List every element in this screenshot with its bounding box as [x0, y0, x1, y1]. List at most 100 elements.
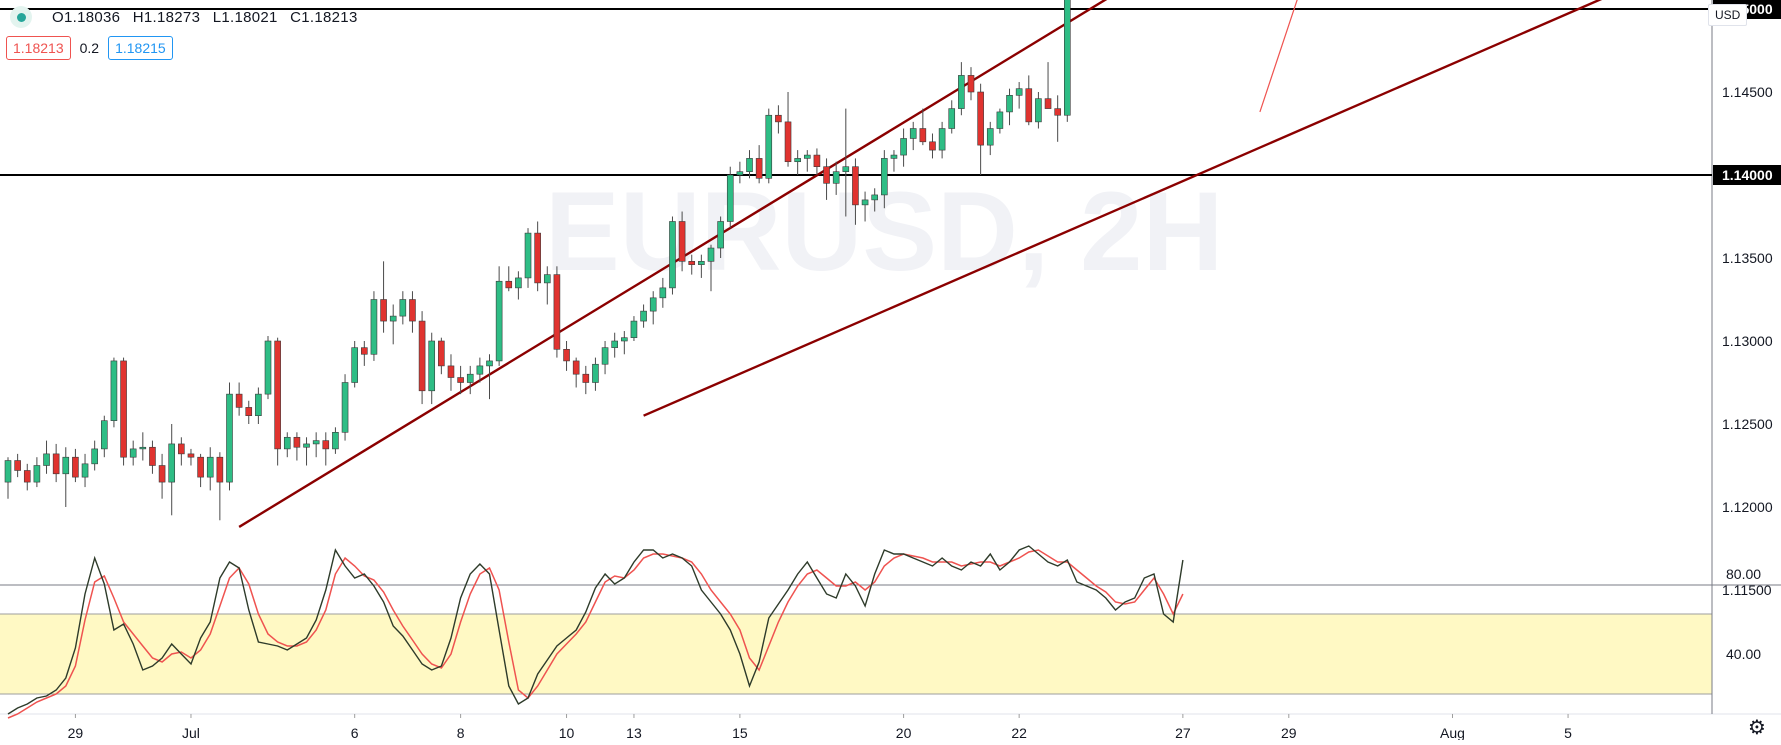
candle[interactable] [948, 100, 956, 134]
candle[interactable] [881, 150, 888, 209]
candle[interactable] [274, 337, 281, 466]
candle[interactable] [553, 266, 561, 358]
candle[interactable] [120, 357, 127, 466]
candle[interactable] [534, 221, 541, 292]
candle[interactable] [495, 266, 503, 366]
stochastic-lines[interactable] [7, 545, 1184, 719]
candle[interactable] [746, 150, 753, 179]
candle[interactable] [505, 266, 513, 292]
candle[interactable] [110, 357, 118, 428]
candle[interactable] [967, 67, 975, 101]
candle[interactable] [226, 382, 233, 491]
candle[interactable] [428, 332, 436, 405]
candle[interactable] [178, 437, 185, 466]
trendline[interactable] [238, 0, 1712, 528]
candle[interactable] [23, 463, 31, 491]
candle[interactable] [515, 271, 522, 300]
candle[interactable] [1006, 88, 1013, 126]
candle[interactable] [611, 332, 618, 358]
candle[interactable] [726, 166, 734, 229]
candle[interactable] [659, 277, 667, 308]
candle[interactable] [823, 158, 830, 200]
candlestick-series[interactable] [4, 0, 1494, 521]
candle[interactable] [563, 341, 570, 371]
candle[interactable] [149, 440, 156, 474]
candle[interactable] [958, 62, 965, 116]
candle[interactable] [380, 261, 387, 333]
candle[interactable] [717, 216, 724, 259]
candle[interactable] [861, 191, 869, 222]
candle[interactable] [303, 437, 310, 466]
candle[interactable] [832, 161, 840, 195]
candle[interactable] [803, 150, 811, 172]
candle[interactable] [4, 457, 12, 499]
candle[interactable] [264, 336, 272, 400]
candle[interactable] [351, 341, 358, 388]
candle[interactable] [158, 453, 166, 499]
candle[interactable] [794, 150, 801, 175]
buy-button[interactable]: 1.18215 [108, 36, 173, 60]
candle[interactable] [852, 158, 859, 225]
market-status-icon[interactable] [10, 6, 32, 28]
candle[interactable] [524, 228, 532, 288]
candle[interactable] [139, 432, 147, 461]
candle[interactable] [187, 448, 195, 466]
candle[interactable] [370, 291, 378, 361]
stochastic-d-line[interactable] [7, 549, 1184, 719]
trendline[interactable] [1259, 0, 1433, 113]
candle[interactable] [736, 161, 744, 184]
candle[interactable] [890, 150, 898, 172]
candle[interactable] [707, 244, 715, 292]
candle[interactable] [283, 432, 291, 458]
candle[interactable] [129, 440, 137, 466]
candle[interactable] [206, 447, 214, 491]
candle[interactable] [765, 108, 773, 184]
candle[interactable] [361, 341, 368, 366]
candle[interactable] [900, 128, 907, 167]
candle[interactable] [1054, 95, 1061, 142]
candle[interactable] [322, 432, 330, 466]
candle[interactable] [601, 341, 609, 375]
candle[interactable] [438, 337, 445, 375]
candle[interactable] [1064, 0, 1071, 122]
candle[interactable] [466, 365, 474, 395]
candle[interactable] [678, 211, 686, 272]
candle[interactable] [14, 453, 21, 478]
candle[interactable] [582, 365, 590, 395]
candle[interactable] [698, 254, 705, 278]
candle[interactable] [630, 316, 638, 341]
candle[interactable] [649, 291, 657, 325]
sell-button[interactable]: 1.18213 [6, 36, 71, 60]
candle[interactable] [1015, 82, 1023, 109]
candle[interactable] [216, 452, 224, 521]
candle[interactable] [784, 92, 792, 167]
currency-label[interactable]: USD [1708, 4, 1748, 26]
candle[interactable] [592, 357, 599, 391]
candle[interactable] [842, 108, 850, 217]
oscillator-axis[interactable]: 80.00 40.00 [1726, 566, 1761, 662]
price-axis[interactable]: 1.185001.180001.175001.170001.165001.160… [1713, 0, 1781, 598]
candle[interactable] [977, 83, 984, 175]
candle[interactable] [197, 453, 204, 488]
candle[interactable] [1025, 75, 1033, 126]
candle[interactable] [755, 145, 763, 184]
candle[interactable] [312, 432, 320, 458]
candle[interactable] [341, 374, 349, 441]
candle[interactable] [813, 148, 821, 175]
candle[interactable] [996, 108, 1004, 134]
candle[interactable] [929, 133, 936, 159]
candle[interactable] [255, 387, 262, 424]
candle[interactable] [389, 304, 397, 345]
candle[interactable] [245, 400, 253, 424]
candle[interactable] [919, 108, 927, 146]
candle[interactable] [909, 121, 917, 151]
candle[interactable] [235, 382, 243, 416]
candle[interactable] [543, 266, 551, 305]
candle[interactable] [81, 453, 89, 488]
candle[interactable] [640, 304, 647, 328]
stochastic-k-line[interactable] [7, 545, 1184, 715]
candle[interactable] [986, 121, 994, 156]
candle[interactable] [572, 357, 580, 388]
